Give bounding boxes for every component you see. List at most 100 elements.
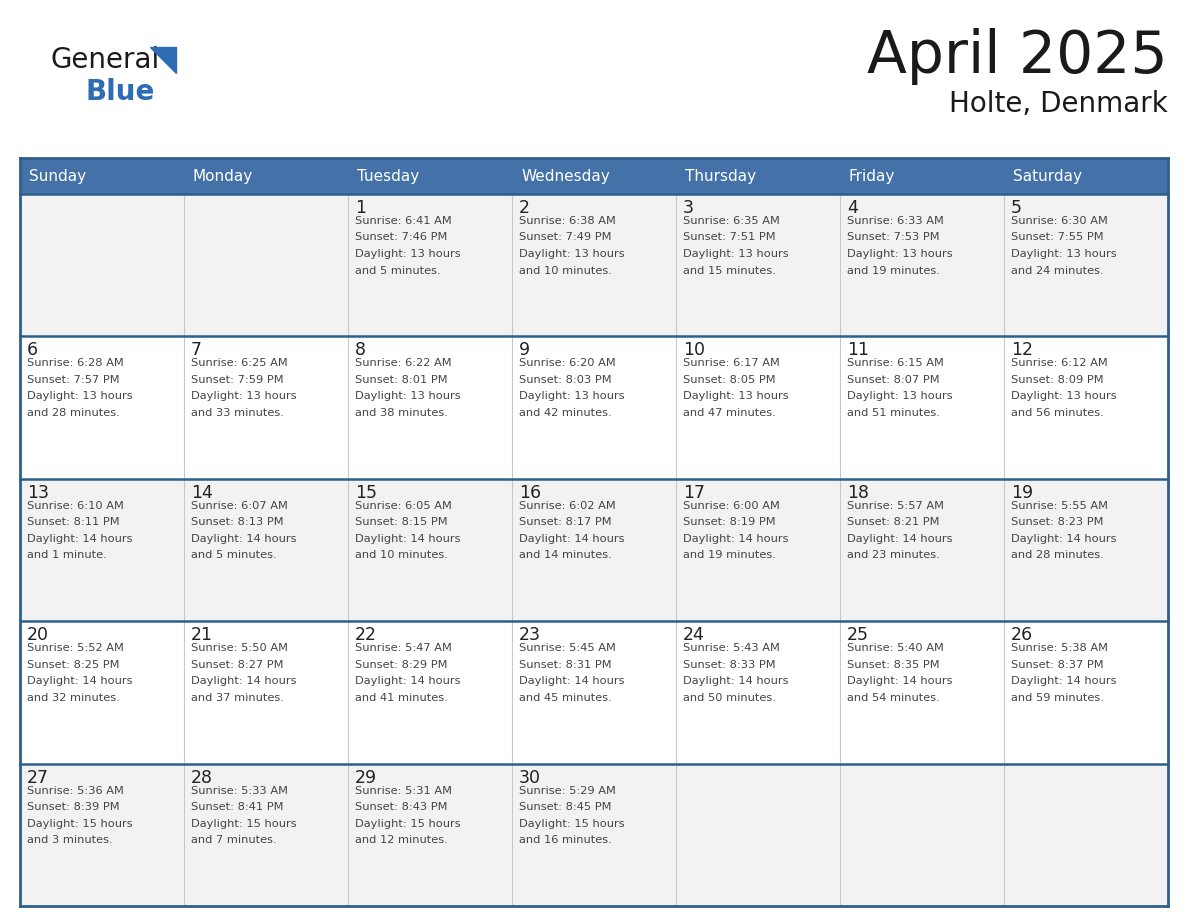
Text: Sunset: 8:09 PM: Sunset: 8:09 PM	[1011, 375, 1104, 385]
Text: April 2025: April 2025	[867, 28, 1168, 85]
Bar	[20, 194, 1168, 336]
Text: Daylight: 13 hours: Daylight: 13 hours	[847, 249, 953, 259]
Text: Sunrise: 5:36 AM: Sunrise: 5:36 AM	[27, 786, 124, 796]
Text: and 37 minutes.: and 37 minutes.	[191, 693, 284, 702]
Text: Sunset: 7:53 PM: Sunset: 7:53 PM	[847, 232, 940, 242]
Bar	[512, 158, 676, 194]
Text: Sunrise: 6:22 AM: Sunrise: 6:22 AM	[355, 358, 451, 368]
Text: and 42 minutes.: and 42 minutes.	[519, 408, 612, 418]
Text: 18: 18	[847, 484, 868, 502]
Text: and 12 minutes.: and 12 minutes.	[355, 835, 448, 845]
Text: Sunset: 8:37 PM: Sunset: 8:37 PM	[1011, 660, 1104, 670]
Text: 11: 11	[847, 341, 868, 360]
Text: and 10 minutes.: and 10 minutes.	[519, 265, 612, 275]
Text: 7: 7	[191, 341, 202, 360]
Text: Sunrise: 6:05 AM: Sunrise: 6:05 AM	[355, 501, 451, 510]
Text: and 38 minutes.: and 38 minutes.	[355, 408, 448, 418]
Text: Sunset: 8:27 PM: Sunset: 8:27 PM	[191, 660, 284, 670]
Text: Sunset: 8:23 PM: Sunset: 8:23 PM	[1011, 518, 1104, 527]
Text: and 33 minutes.: and 33 minutes.	[191, 408, 284, 418]
Text: Sunset: 8:31 PM: Sunset: 8:31 PM	[519, 660, 612, 670]
Text: 22: 22	[355, 626, 377, 644]
Text: Daylight: 15 hours: Daylight: 15 hours	[355, 819, 461, 829]
Text: Sunrise: 6:00 AM: Sunrise: 6:00 AM	[683, 501, 779, 510]
Text: 21: 21	[191, 626, 213, 644]
Text: Daylight: 14 hours: Daylight: 14 hours	[1011, 677, 1117, 686]
Text: and 54 minutes.: and 54 minutes.	[847, 693, 940, 702]
Text: Sunrise: 6:02 AM: Sunrise: 6:02 AM	[519, 501, 615, 510]
Bar	[20, 764, 1168, 906]
Text: Sunset: 8:05 PM: Sunset: 8:05 PM	[683, 375, 776, 385]
Text: Sunset: 7:46 PM: Sunset: 7:46 PM	[355, 232, 448, 242]
Text: Sunset: 8:33 PM: Sunset: 8:33 PM	[683, 660, 776, 670]
Text: Sunset: 8:41 PM: Sunset: 8:41 PM	[191, 802, 284, 812]
Text: Daylight: 14 hours: Daylight: 14 hours	[847, 677, 953, 686]
Text: Sunrise: 5:43 AM: Sunrise: 5:43 AM	[683, 644, 779, 654]
Text: Daylight: 14 hours: Daylight: 14 hours	[191, 677, 297, 686]
Text: Sunset: 7:57 PM: Sunset: 7:57 PM	[27, 375, 120, 385]
Text: 1: 1	[355, 199, 366, 217]
Text: Daylight: 13 hours: Daylight: 13 hours	[191, 391, 297, 401]
Text: Sunset: 8:45 PM: Sunset: 8:45 PM	[519, 802, 612, 812]
Text: Sunrise: 5:47 AM: Sunrise: 5:47 AM	[355, 644, 451, 654]
Text: Sunrise: 5:45 AM: Sunrise: 5:45 AM	[519, 644, 615, 654]
Text: Daylight: 13 hours: Daylight: 13 hours	[1011, 391, 1117, 401]
Text: Sunrise: 5:33 AM: Sunrise: 5:33 AM	[191, 786, 287, 796]
Text: 13: 13	[27, 484, 49, 502]
Text: Sunset: 8:29 PM: Sunset: 8:29 PM	[355, 660, 448, 670]
Text: and 15 minutes.: and 15 minutes.	[683, 265, 776, 275]
Text: and 7 minutes.: and 7 minutes.	[191, 835, 277, 845]
Text: Sunrise: 6:41 AM: Sunrise: 6:41 AM	[355, 216, 451, 226]
Text: and 14 minutes.: and 14 minutes.	[519, 550, 612, 560]
Text: 2: 2	[519, 199, 530, 217]
Text: Sunrise: 6:07 AM: Sunrise: 6:07 AM	[191, 501, 287, 510]
Text: Sunrise: 6:33 AM: Sunrise: 6:33 AM	[847, 216, 944, 226]
Text: Wednesday: Wednesday	[522, 169, 609, 184]
Text: Daylight: 14 hours: Daylight: 14 hours	[355, 533, 461, 543]
Text: Daylight: 13 hours: Daylight: 13 hours	[683, 249, 789, 259]
Text: Daylight: 13 hours: Daylight: 13 hours	[355, 249, 461, 259]
Text: Sunrise: 6:17 AM: Sunrise: 6:17 AM	[683, 358, 779, 368]
Text: Daylight: 15 hours: Daylight: 15 hours	[27, 819, 133, 829]
Text: 20: 20	[27, 626, 49, 644]
Text: Sunset: 8:21 PM: Sunset: 8:21 PM	[847, 518, 940, 527]
Text: 25: 25	[847, 626, 868, 644]
Text: Sunset: 8:01 PM: Sunset: 8:01 PM	[355, 375, 448, 385]
Text: Sunset: 7:59 PM: Sunset: 7:59 PM	[191, 375, 284, 385]
Text: 8: 8	[355, 341, 366, 360]
Text: Daylight: 14 hours: Daylight: 14 hours	[355, 677, 461, 686]
Text: 17: 17	[683, 484, 704, 502]
Text: Sunrise: 6:28 AM: Sunrise: 6:28 AM	[27, 358, 124, 368]
Text: Sunset: 8:03 PM: Sunset: 8:03 PM	[519, 375, 612, 385]
Text: Sunrise: 6:38 AM: Sunrise: 6:38 AM	[519, 216, 615, 226]
Text: Daylight: 13 hours: Daylight: 13 hours	[27, 391, 133, 401]
Text: and 56 minutes.: and 56 minutes.	[1011, 408, 1104, 418]
Text: and 5 minutes.: and 5 minutes.	[191, 550, 277, 560]
Text: Monday: Monday	[192, 169, 253, 184]
Text: and 41 minutes.: and 41 minutes.	[355, 693, 448, 702]
Text: and 3 minutes.: and 3 minutes.	[27, 835, 113, 845]
Text: and 47 minutes.: and 47 minutes.	[683, 408, 776, 418]
Text: Sunset: 8:15 PM: Sunset: 8:15 PM	[355, 518, 448, 527]
Text: Sunset: 8:35 PM: Sunset: 8:35 PM	[847, 660, 940, 670]
Text: General: General	[50, 46, 159, 74]
Text: Sunrise: 5:40 AM: Sunrise: 5:40 AM	[847, 644, 944, 654]
Text: 5: 5	[1011, 199, 1022, 217]
Text: Sunrise: 5:57 AM: Sunrise: 5:57 AM	[847, 501, 944, 510]
Bar	[840, 158, 1004, 194]
Polygon shape	[150, 47, 176, 73]
Text: 12: 12	[1011, 341, 1034, 360]
Text: and 32 minutes.: and 32 minutes.	[27, 693, 120, 702]
Text: Daylight: 14 hours: Daylight: 14 hours	[191, 533, 297, 543]
Text: and 28 minutes.: and 28 minutes.	[27, 408, 120, 418]
Text: 29: 29	[355, 768, 377, 787]
Text: Sunrise: 6:25 AM: Sunrise: 6:25 AM	[191, 358, 287, 368]
Text: Sunset: 8:39 PM: Sunset: 8:39 PM	[27, 802, 120, 812]
Bar	[348, 158, 512, 194]
Text: 15: 15	[355, 484, 377, 502]
Text: Sunrise: 5:55 AM: Sunrise: 5:55 AM	[1011, 501, 1108, 510]
Text: and 24 minutes.: and 24 minutes.	[1011, 265, 1104, 275]
Text: Sunrise: 6:35 AM: Sunrise: 6:35 AM	[683, 216, 779, 226]
Text: Daylight: 13 hours: Daylight: 13 hours	[683, 391, 789, 401]
Text: 3: 3	[683, 199, 694, 217]
